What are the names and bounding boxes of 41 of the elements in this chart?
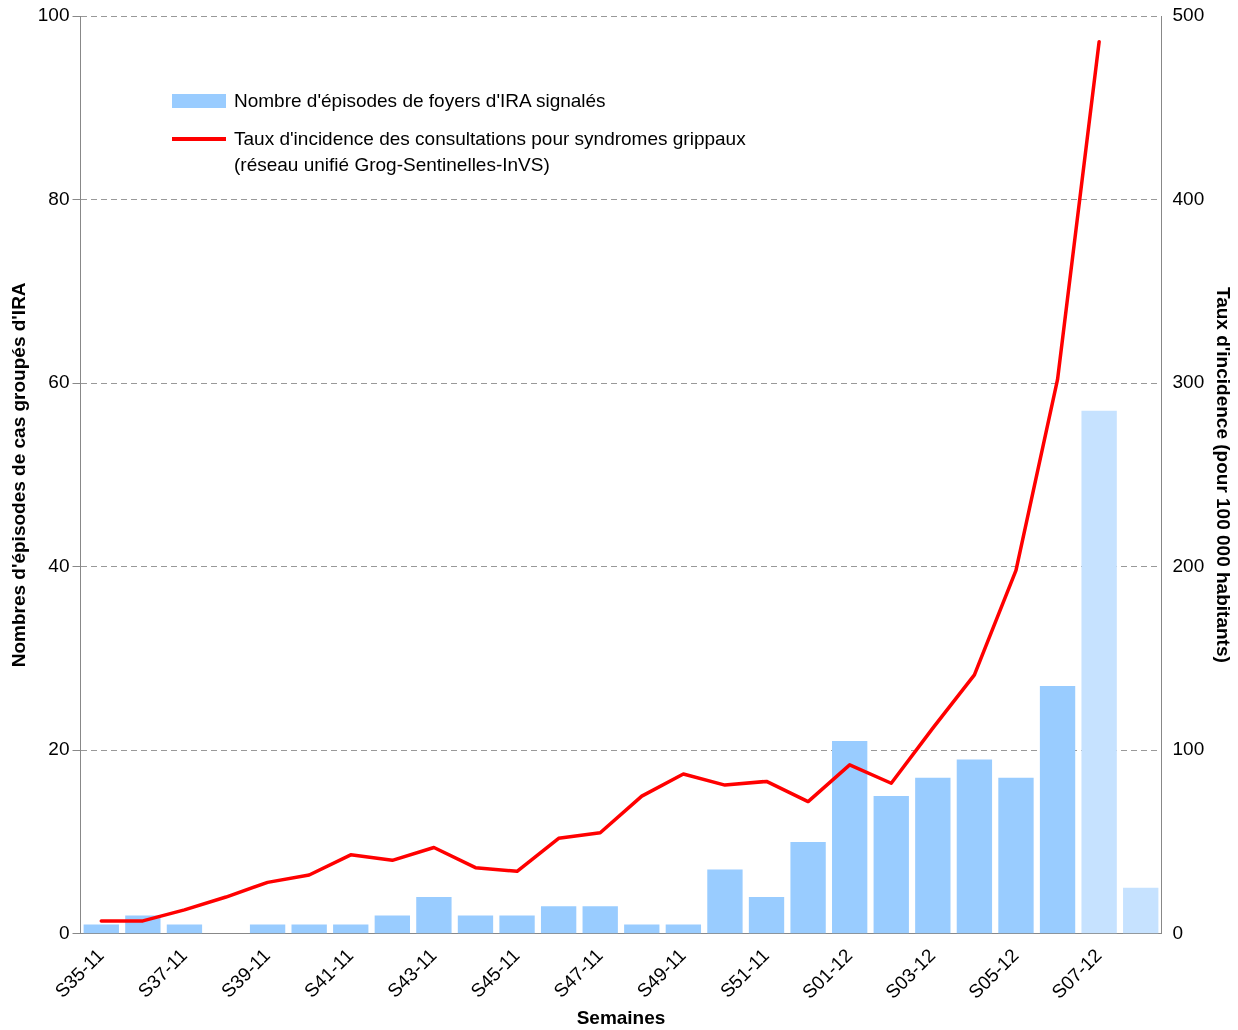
bar [499,915,535,934]
bar [624,924,660,934]
y2-tick-label: 0 [1172,921,1184,943]
y2-tick-label: 300 [1172,371,1205,393]
bar [1123,887,1159,934]
y-tick-label: 100 [37,4,70,26]
bar [956,759,993,934]
y-tick-label: 20 [48,738,70,760]
y2-tick-label: 500 [1172,4,1205,26]
bar [1081,410,1117,934]
y-tick-label: 0 [58,921,70,943]
bar [249,924,286,934]
y2-tick-label: 200 [1172,554,1205,576]
bar [540,906,577,934]
bar [166,924,203,934]
bar [83,924,119,934]
y2-tick-label: 400 [1172,187,1205,209]
bar [1039,685,1076,934]
bar [416,897,452,934]
legend-label: Taux d'incidence des consultations pour syndromes grippaux (réseau unifié Grog-Sentinelles-InVS) [234,127,746,177]
x-axis-title: Semaines [576,1006,666,1028]
y2-axis-title: Taux d'incidence (pour 100 000 habitants) [1213,286,1235,663]
y-tick-label: 60 [48,371,70,393]
y-axis-title: Nombres d'épisodes de cas groupés d'IRA [7,282,29,668]
y-tick-label: 80 [48,187,70,209]
bar [333,924,369,934]
bar [748,897,785,934]
bar [998,777,1034,934]
y2-tick-label: 100 [1172,738,1205,760]
bar [291,924,327,934]
legend-label: Nombre d'épisodes de foyers d'IRA signalés [234,89,606,113]
bar [374,915,410,934]
y-tick-label: 40 [48,554,70,576]
bar [873,796,909,934]
bar [457,915,494,934]
bar [665,924,702,934]
bar [915,777,951,934]
bar [790,841,826,934]
bar [832,741,868,934]
bar [707,869,743,934]
bar [582,906,618,934]
